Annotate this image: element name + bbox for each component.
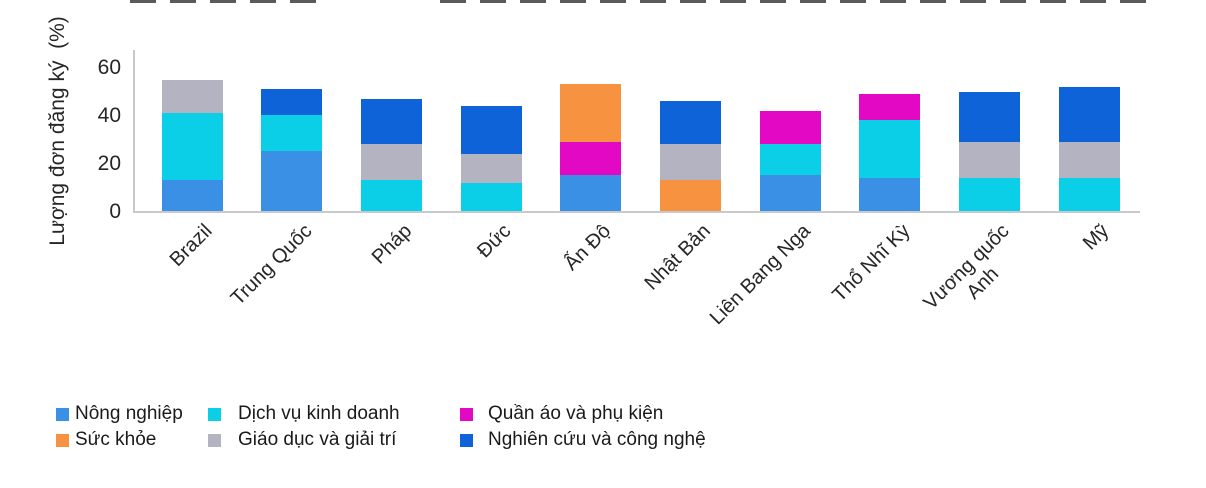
legend-item: Quần áo và phụ kiện: [460, 403, 664, 424]
y-tick-label: 20: [97, 151, 121, 175]
bar-segment-Nghiên cứu và công nghệ: [460, 105, 522, 154]
bar-segment-Nông nghiệp: [161, 180, 223, 212]
bar-segment-Dịch vụ kinh doanh: [261, 115, 323, 152]
legend-item: Nghiên cứu và công nghệ: [460, 429, 706, 450]
x-tick-label: Đức: [473, 220, 516, 263]
bar-Liên Bang Nga: [759, 110, 821, 212]
bar-Brazil: [161, 79, 223, 212]
legend-swatch-icon: [460, 433, 473, 447]
bar-segment-Nghiên cứu và công nghệ: [958, 91, 1020, 142]
bar-segment-Sức khỏe: [560, 84, 622, 142]
bar-segment-Giáo dục và giải trí: [1058, 141, 1120, 178]
x-tick-label: Pháp: [367, 220, 416, 269]
bar-segment-Giáo dục và giải trí: [958, 141, 1020, 178]
bar-segment-Nông nghiệp: [261, 151, 323, 212]
bar-segment-Dịch vụ kinh doanh: [759, 144, 821, 176]
legend-swatch-icon: [56, 433, 69, 447]
legend-swatch-icon: [208, 407, 221, 421]
x-tick-label: Ấn Độ: [560, 220, 616, 275]
bar-segment-Nghiên cứu và công nghệ: [659, 101, 721, 145]
legend-item: Nông nghiệp: [56, 403, 183, 424]
bar-segment-Quần áo và phụ kiện: [859, 93, 921, 121]
bar-Trung Quốc: [261, 89, 323, 212]
legend-label: Nghiên cứu và công nghệ: [488, 429, 706, 450]
legend-item: Giáo dục và giải trí: [208, 429, 397, 450]
legend-swatch-icon: [208, 433, 221, 447]
clipped-title-artifact: [130, 0, 318, 3]
bar-segment-Giáo dục và giải trí: [460, 153, 522, 183]
legend-label: Giáo dục và giải trí: [238, 429, 397, 450]
x-tick-label: Liên Bang Nga: [705, 220, 815, 330]
y-tick-label: 40: [97, 103, 121, 127]
bar-segment-Dịch vụ kinh doanh: [1058, 177, 1120, 212]
bar-segment-Giáo dục và giải trí: [360, 144, 422, 181]
legend-swatch-icon: [460, 407, 473, 421]
bar-Ấn Độ: [560, 84, 622, 212]
x-axis-line: [133, 211, 1140, 213]
bar-segment-Quần áo và phụ kiện: [759, 110, 821, 145]
clipped-title-artifact: [440, 0, 1150, 3]
bar-Đức: [460, 105, 522, 212]
bar-segment-Nghiên cứu và công nghệ: [360, 98, 422, 145]
bar-segment-Dịch vụ kinh doanh: [161, 113, 223, 181]
y-tick-label: 0: [109, 199, 121, 223]
bar-segment-Giáo dục và giải trí: [161, 79, 223, 114]
legend-item: Dịch vụ kinh doanh: [208, 403, 400, 424]
bar-segment-Nông nghiệp: [759, 175, 821, 212]
legend-label: Quần áo và phụ kiện: [488, 403, 664, 424]
bar-Mỹ: [1058, 86, 1120, 212]
bar-segment-Sức khỏe: [659, 180, 721, 212]
legend-label: Sức khỏe: [75, 429, 157, 450]
bar-segment-Dịch vụ kinh doanh: [859, 120, 921, 178]
y-axis-line: [133, 50, 135, 212]
bar-Pháp: [360, 98, 422, 212]
x-tick-label: Vương quốc Anh: [919, 220, 1015, 315]
legend-item: Sức khỏe: [56, 429, 157, 450]
bar-segment-Dịch vụ kinh doanh: [360, 180, 422, 212]
y-tick-label: 60: [97, 55, 121, 79]
bar-segment-Quần áo và phụ kiện: [560, 141, 622, 176]
legend-label: Nông nghiệp: [75, 403, 183, 424]
x-tick-label: Trung Quốc: [226, 220, 317, 310]
bar-segment-Giáo dục và giải trí: [659, 144, 721, 181]
x-tick-label: Nhật Bản: [640, 220, 715, 295]
legend-swatch-icon: [56, 407, 69, 421]
bar-segment-Dịch vụ kinh doanh: [958, 177, 1020, 212]
x-tick-label: Thổ Nhĩ Kỳ: [828, 220, 915, 307]
bar-Vương quốc Anh: [958, 91, 1020, 212]
legend-label: Dịch vụ kinh doanh: [238, 403, 400, 424]
bar-segment-Nghiên cứu và công nghệ: [261, 89, 323, 116]
bar-segment-Nông nghiệp: [560, 175, 622, 212]
bar-segment-Dịch vụ kinh doanh: [460, 182, 522, 212]
x-tick-label: Mỹ: [1079, 220, 1114, 255]
bar-segment-Nông nghiệp: [859, 177, 921, 212]
x-tick-label: Brazil: [165, 220, 217, 271]
bar-Thổ Nhĩ Kỳ: [859, 93, 921, 212]
bar-Nhật Bản: [659, 101, 721, 212]
bar-segment-Nghiên cứu và công nghệ: [1058, 86, 1120, 142]
